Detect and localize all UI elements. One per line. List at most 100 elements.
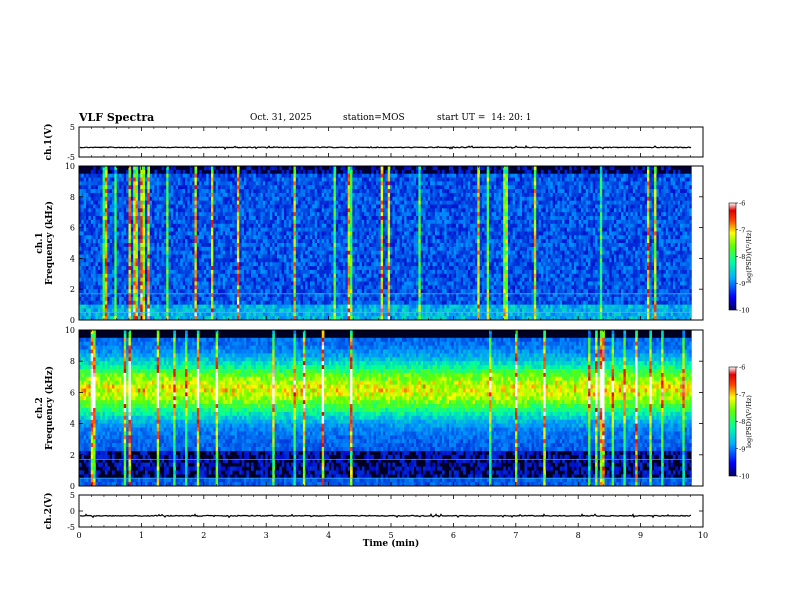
- spectrogram-cell: [251, 293, 254, 298]
- spectrogram-cell: [218, 239, 221, 244]
- spectrogram-cell: [116, 196, 120, 201]
- spectrogram-cell: [288, 250, 292, 255]
- spectrogram-cell: [286, 308, 290, 313]
- spectrogram-cell: [312, 189, 315, 194]
- spectrogram-cell: [312, 308, 315, 313]
- spectrogram-cell: [234, 250, 238, 255]
- spectrogram-cell: [286, 177, 290, 182]
- spectrogram-cell: [291, 296, 294, 302]
- spectrogram-cell: [152, 285, 155, 290]
- spectrogram-cell: [345, 266, 348, 271]
- spectrogram-cell: [251, 246, 254, 251]
- spectrogram-cell: [286, 227, 290, 232]
- spectrogram-cell: [220, 235, 224, 240]
- spectrogram-cell: [79, 200, 82, 205]
- spectrogram-cell: [368, 250, 372, 255]
- spectrogram-cell: [293, 219, 297, 225]
- spectrogram-cell: [234, 196, 238, 201]
- spectrogram-cell: [149, 285, 153, 290]
- spectrogram-cell: [177, 254, 181, 259]
- spectrogram-cell: [359, 177, 363, 182]
- spectrogram-cell: [298, 250, 301, 255]
- spectrogram-cell: [286, 216, 290, 221]
- spectrogram-cell: [229, 219, 233, 225]
- spectrogram-cell: [326, 192, 330, 198]
- spectrogram-cell: [126, 277, 129, 282]
- spectrogram-cell: [354, 227, 358, 232]
- spectrogram-cell: [293, 227, 297, 232]
- spectrogram-cell: [114, 192, 118, 198]
- spectrogram-cell: [206, 223, 209, 228]
- spectrogram-cell: [156, 243, 160, 248]
- spectrogram-cell: [328, 308, 332, 313]
- spectrogram-cell: [161, 216, 165, 221]
- spectrogram-cell: [173, 185, 176, 190]
- spectrogram-cell: [295, 227, 299, 232]
- spectrogram-cell: [350, 289, 353, 294]
- spectrogram-cell: [90, 281, 94, 286]
- spectrogram-cell: [97, 308, 101, 313]
- spectrogram-cell: [312, 293, 315, 298]
- spectrogram-cell: [210, 285, 214, 290]
- spectrogram-cell: [243, 173, 247, 178]
- spectrogram-cell: [168, 169, 172, 174]
- spectrogram-cell: [142, 273, 146, 278]
- spectrogram-cell: [312, 200, 315, 205]
- spectrogram-cell: [199, 246, 202, 251]
- spectrogram-cell: [220, 231, 224, 236]
- spectrogram-cell: [342, 285, 346, 290]
- spectrogram-cell: [135, 235, 139, 240]
- spectrogram-cell: [81, 304, 85, 309]
- spectrogram-cell: [225, 181, 228, 186]
- spectrogram-cell: [196, 246, 200, 251]
- spectrogram-cell: [236, 312, 240, 317]
- spectrogram-cell: [210, 204, 214, 209]
- spectrogram-cell: [342, 246, 346, 251]
- spectrogram-cell: [253, 239, 257, 244]
- spectrogram-cell: [147, 304, 151, 309]
- spectrogram-cell: [281, 289, 285, 294]
- spectrogram-cell: [309, 312, 313, 317]
- spectrogram-cell: [324, 219, 327, 225]
- spectrogram-cell: [116, 296, 120, 302]
- spectrogram-cell: [364, 246, 367, 251]
- spectrogram-cell: [345, 289, 348, 294]
- spectrogram-cell: [154, 254, 158, 259]
- spectrogram-cell: [258, 269, 261, 275]
- spectrogram-cell: [187, 216, 191, 221]
- spectrogram-cell: [208, 293, 212, 298]
- spectrogram-cell: [328, 273, 332, 278]
- spectrogram-cell: [333, 189, 337, 194]
- spectrogram-cell: [133, 235, 136, 240]
- spectrogram-cell: [368, 300, 372, 305]
- spectrogram-cell: [262, 258, 266, 263]
- spectrogram-cell: [236, 239, 240, 244]
- spectrogram-cell: [90, 308, 94, 313]
- spectrogram-cell: [182, 296, 186, 302]
- spectrogram-cell: [248, 192, 252, 198]
- spectrogram-cell: [220, 289, 224, 294]
- spectrogram-cell: [109, 308, 113, 313]
- spectrogram-cell: [267, 177, 271, 182]
- spectrogram-cell: [225, 258, 228, 263]
- spectrogram-cell: [81, 204, 85, 209]
- spectrogram-cell: [300, 250, 304, 255]
- spectrogram-cell: [359, 304, 363, 309]
- spectrogram-cell: [309, 235, 313, 240]
- spectrogram-cell: [267, 308, 271, 313]
- spectrogram-cell: [79, 250, 82, 255]
- spectrogram-cell: [170, 239, 174, 244]
- spectrogram-cell: [112, 273, 115, 278]
- spectrogram-cell: [319, 300, 323, 305]
- spectrogram-cell: [170, 304, 174, 309]
- spectrogram-cell: [104, 281, 108, 286]
- spectrogram-cell: [246, 196, 249, 201]
- spectrogram-cell: [170, 219, 174, 225]
- spectrogram-cell: [246, 181, 249, 186]
- spectrogram-cell: [175, 293, 179, 298]
- spectrogram-cell: [317, 289, 320, 294]
- spectrogram-cell: [187, 296, 191, 302]
- spectrogram-cell: [314, 239, 318, 244]
- spectrogram-cell: [350, 285, 353, 290]
- spectrogram-cell: [180, 254, 183, 259]
